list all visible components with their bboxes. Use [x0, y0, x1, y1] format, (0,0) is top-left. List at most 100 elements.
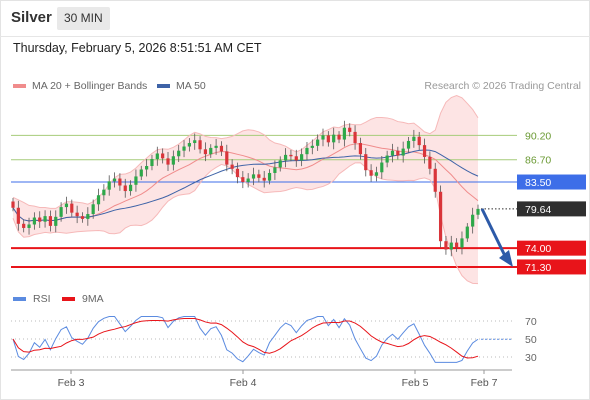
candle-78: [428, 151, 432, 175]
candle-1: [16, 200, 20, 231]
candle-33: [187, 138, 191, 152]
candle-body-35: [198, 140, 202, 150]
candle-65: [358, 137, 363, 160]
candle-81: [444, 235, 448, 255]
legend-ma20-label: MA 20 + Bollinger Bands: [32, 80, 148, 92]
candle-body-45: [251, 174, 256, 179]
candle-83: [455, 238, 459, 252]
candle-body-49: [273, 167, 277, 173]
candle-4: [32, 212, 36, 230]
candle-body-55: [305, 147, 309, 155]
candle-body-82: [449, 242, 453, 250]
candle-body-20: [118, 178, 122, 186]
candle-84: [460, 231, 464, 255]
candle-body-50: [278, 160, 282, 168]
rsi-line: [12, 316, 479, 363]
candle-28: [161, 148, 165, 164]
candle-0: [11, 198, 15, 212]
ma50-swatch: [157, 84, 170, 88]
bollinger-upper: [12, 94, 479, 209]
candle-60: [332, 127, 336, 150]
candle-body-74: [406, 140, 411, 149]
candle-61: [337, 131, 341, 144]
candle-body-39: [219, 145, 224, 152]
candle-26: [150, 154, 154, 171]
candle-71: [390, 143, 395, 163]
candle-48: [267, 169, 272, 185]
candle-40: [225, 144, 229, 172]
candle-13: [80, 212, 85, 223]
rsi-legend-label: RSI: [33, 293, 51, 305]
candle-body-76: [417, 136, 421, 146]
candle-72: [396, 146, 400, 160]
candle-64: [353, 125, 357, 150]
level-label-0: 90.20: [525, 130, 551, 142]
level-label-4: 74.00: [525, 243, 551, 255]
candle-body-44: [246, 178, 250, 183]
candle-6: [43, 210, 47, 228]
candle-body-78: [428, 156, 432, 169]
bollinger-lower: [12, 162, 479, 285]
candle-44: [246, 173, 250, 188]
candle-body-22: [128, 184, 133, 192]
rsi-panel: RSI 9MA 70 50 30: [11, 293, 537, 364]
candle-body-9: [59, 207, 63, 217]
rsi-tick-2: 30: [525, 352, 537, 364]
candle-body-25: [145, 166, 149, 170]
level-label-5: 71.30: [525, 262, 551, 274]
candle-body-2: [22, 223, 26, 228]
candle-73: [401, 141, 405, 163]
candle-body-27: [155, 153, 159, 160]
candle-49: [273, 160, 277, 180]
candle-85: [465, 223, 469, 242]
level-label-2: 83.50: [525, 177, 551, 189]
candle-10: [64, 196, 69, 214]
candle-42: [235, 162, 240, 184]
candle-body-70: [385, 155, 389, 163]
candle-14: [86, 207, 90, 226]
candle-38: [214, 138, 218, 155]
candle-body-36: [203, 149, 208, 155]
candle-body-18: [107, 181, 111, 190]
ma50-line: [12, 149, 479, 222]
candle-27: [155, 146, 159, 166]
x-tick-label-3: Feb 7: [471, 377, 498, 389]
candle-body-64: [353, 131, 357, 144]
candle-body-73: [401, 148, 405, 156]
candle-12: [75, 205, 79, 224]
candle-body-67: [369, 170, 373, 176]
candle-62: [342, 120, 346, 147]
candles: [11, 120, 480, 257]
candle-36: [203, 142, 208, 162]
candle-66: [364, 147, 368, 177]
candle-body-79: [433, 168, 437, 192]
x-axis: Feb 3 Feb 4 Feb 5 Feb 7: [11, 369, 512, 389]
rsi-ma-legend-swatch: [62, 297, 75, 301]
header-divider: [0, 36, 590, 37]
candle-body-3: [27, 224, 31, 228]
candle-body-37: [209, 147, 213, 155]
candle-body-85: [465, 226, 469, 239]
candle-body-40: [225, 151, 229, 165]
candle-body-81: [444, 241, 448, 250]
candle-body-77: [422, 145, 427, 157]
candle-body-14: [86, 214, 90, 219]
candle-body-10: [64, 203, 69, 208]
candle-3: [27, 217, 31, 235]
candle-body-24: [139, 169, 143, 177]
forecast-arrow-shaft: [480, 208, 507, 257]
candle-body-1: [16, 207, 20, 224]
candle-body-84: [460, 238, 464, 248]
candle-37: [209, 144, 213, 158]
candle-74: [406, 136, 411, 153]
candle-body-58: [321, 135, 325, 140]
timeframe-button[interactable]: 30 MIN: [57, 7, 110, 30]
rsi-ma-legend-label: 9MA: [82, 293, 104, 305]
ma20-swatch: [13, 84, 26, 88]
candle-body-26: [150, 159, 154, 167]
candle-body-6: [43, 216, 47, 222]
candle-23: [134, 169, 138, 192]
candle-body-72: [396, 150, 400, 156]
candle-52: [289, 149, 293, 162]
